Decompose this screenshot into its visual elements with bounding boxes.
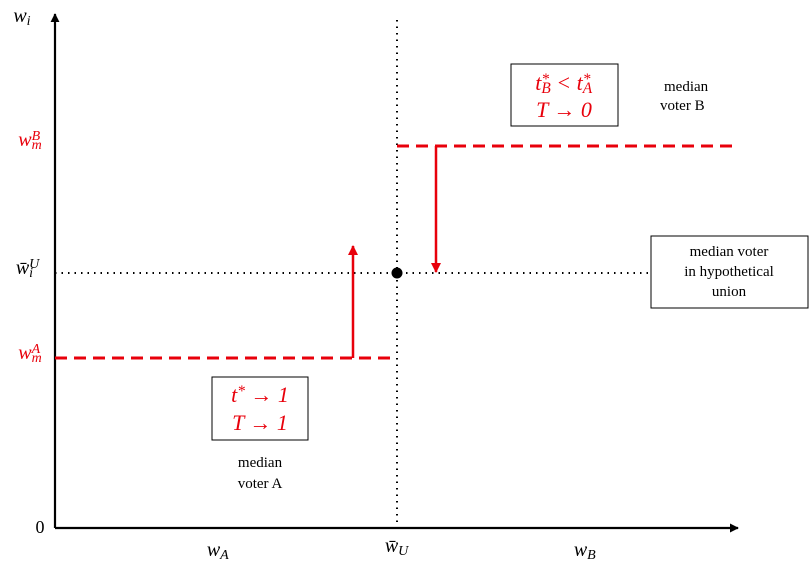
math-base: < t [551, 70, 584, 95]
math-sub: m [32, 351, 42, 366]
math-sub: i [27, 14, 31, 29]
union-point [391, 267, 403, 279]
math-base: w [13, 5, 27, 27]
math-sub: A [219, 548, 229, 563]
box-a-line: t* → 1 [231, 382, 289, 407]
math-sub: B [541, 80, 551, 97]
math-sub: U [398, 544, 409, 559]
box-a-line: T → 1 [232, 410, 288, 435]
math-base: → 1 [245, 382, 289, 407]
math-sup: U [29, 257, 40, 272]
math-sub: B [587, 548, 596, 563]
level-label: w̄U i [16, 257, 40, 281]
math-sub: A [582, 80, 593, 97]
math-sup: * [583, 71, 591, 88]
level-label: wA m [18, 342, 41, 366]
box-b [510, 63, 619, 127]
x-label: w̄U [385, 535, 409, 559]
math-sub: i [29, 266, 33, 281]
box-b-line: t* B < t* A [535, 70, 593, 97]
origin-label: 0 [36, 517, 45, 537]
box-b-line: T → 0 [536, 97, 592, 122]
union-text: union [712, 284, 747, 300]
math-base: w [18, 129, 32, 151]
caption-b: median [664, 79, 709, 95]
math-sup: B [32, 129, 41, 144]
math-base: T → 0 [536, 97, 592, 122]
union-text: in hypothetical [684, 264, 774, 280]
math-base: T → 1 [232, 410, 288, 435]
y-axis-label: wi [13, 5, 30, 29]
math-base: w [18, 342, 32, 364]
math-base: t [231, 382, 238, 407]
math-base: w [207, 539, 221, 561]
math-base: w̄ [16, 257, 30, 279]
x-label: wA [207, 539, 229, 563]
caption-a: voter A [238, 476, 283, 492]
level-label: wB m [18, 129, 41, 153]
math-base: w̄ [385, 535, 399, 557]
math-sup: * [541, 71, 549, 88]
math-sup: * [237, 383, 245, 400]
math-base: w [574, 539, 588, 561]
caption-a: median [238, 455, 283, 471]
union-text: median voter [690, 244, 769, 260]
box-a [211, 376, 309, 441]
box-union [650, 235, 809, 309]
caption-b: voter B [660, 98, 705, 114]
x-label: wB [574, 539, 596, 563]
math-sup: A [31, 342, 41, 357]
math-base: t [535, 70, 542, 95]
math-sub: m [32, 138, 42, 153]
